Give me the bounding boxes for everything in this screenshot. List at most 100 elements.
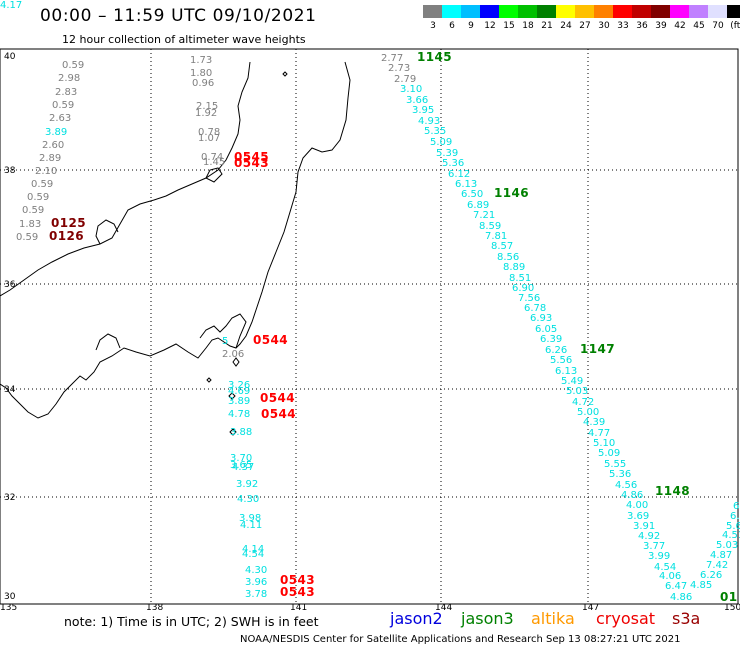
wave-height-value: 6.89 [467, 200, 490, 211]
wave-height-value: 3.77 [643, 541, 666, 552]
wave-height-value: 3.89 [45, 127, 68, 138]
lon-tick-135: 135 [0, 603, 18, 613]
wave-height-value: 4.86 [670, 592, 693, 603]
pass-time-label: 1146 [494, 186, 529, 200]
pass-time-label: 0543 [280, 573, 315, 587]
wave-height-value: 3.69 [627, 511, 650, 522]
scale-swatch [689, 5, 708, 18]
wave-height-value: 8.89 [503, 262, 526, 273]
wave-height-value: 2.15 [196, 101, 219, 112]
wave-height-value: 4.69 [228, 386, 251, 397]
scale-label: 30 [598, 21, 610, 31]
coastline-sagami-bay [199, 313, 247, 349]
lon-tick-147: 147 [582, 603, 600, 613]
pass-time-label: 0543 [280, 585, 315, 599]
wave-height-value: 6.12 [448, 169, 471, 180]
pass-time-label: 0545 [234, 150, 269, 164]
satellite-legend-cryosat: cryosat [596, 609, 656, 628]
wave-height-value: 6.90 [512, 283, 535, 294]
map-frame [0, 48, 739, 605]
wave-height-value: 4.54 [654, 562, 677, 573]
wave-height-value: 4.11 [240, 520, 263, 531]
wave-height-value: 3.10 [400, 84, 423, 95]
wave-height-value: 5.09 [598, 448, 621, 459]
wave-height-value: 5.55 [604, 459, 627, 470]
scale-swatch [423, 5, 442, 18]
wave-height-value: 2.89 [39, 153, 62, 164]
wave-height-value: 4.30 [237, 494, 260, 505]
pass-time-label: 1145 [417, 50, 452, 64]
wave-height-value: 3.96 [245, 577, 268, 588]
wave-height-value: 0.59 [22, 205, 45, 216]
wave-height-value: 7.21 [473, 210, 496, 221]
island-tiny-2 [206, 377, 212, 383]
scale-label: 12 [484, 21, 496, 31]
pass-time-label: 0126 [49, 229, 84, 243]
scale-swatch [651, 5, 670, 18]
wave-height-value: 6. [733, 501, 740, 512]
lon-tick-150: 150 [724, 603, 740, 613]
scale-swatch [594, 5, 613, 18]
credit-line: NOAA/NESDIS Center for Satellite Applica… [240, 634, 681, 645]
wave-height-value: 5.03 [716, 540, 739, 551]
scale-swatch [499, 5, 518, 18]
scale-swatch [727, 5, 740, 18]
wave-height-value: 8.57 [491, 241, 514, 252]
wave-height-value: 0.96 [192, 78, 215, 89]
coastline-honshu [0, 61, 351, 419]
wave-height-value: 5.39 [436, 148, 459, 159]
wave-height-value: 4.39 [583, 417, 606, 428]
wave-height-value: 4.78 [228, 409, 251, 420]
wave-height-value: 4.37 [232, 462, 255, 473]
satellite-legend-altika: altika [531, 609, 575, 628]
scale-label: 9 [468, 21, 474, 31]
scale-label: 3 [430, 21, 436, 31]
wave-height-value: 3.70 [230, 453, 253, 464]
wave-height-value: 4.85 [690, 580, 713, 591]
wave-height-value: 0.59 [27, 192, 50, 203]
scale-swatch [461, 5, 480, 18]
coastline-japan-sea [0, 61, 251, 297]
wave-height-value: 1.73 [190, 55, 213, 66]
scale-swatch [442, 5, 461, 18]
scale-swatch [632, 5, 651, 18]
wave-height-value: 2.79 [394, 74, 417, 85]
lon-tick-138: 138 [146, 603, 164, 613]
wave-height-value: 5.36 [442, 158, 465, 169]
pass-time-label: 0543 [234, 156, 269, 170]
island-sado [205, 167, 223, 183]
wave-height-value: 3.78 [245, 589, 268, 600]
wave-height-value: 5.09 [430, 137, 453, 148]
scale-label: 15 [503, 21, 515, 31]
island-oshima [232, 357, 240, 367]
wave-height-value: 2.10 [35, 166, 58, 177]
island-hachijo [229, 428, 237, 436]
satellite-legend-jason3: jason3 [461, 609, 514, 628]
pass-time-label: 0125 [51, 216, 86, 230]
lat-tick-38: 38 [4, 166, 16, 176]
map-subtitle: 12 hour collection of altimeter wave hei… [62, 33, 306, 46]
wave-height-value: 6.47 [665, 581, 688, 592]
wave-height-value: 2.83 [55, 87, 78, 98]
scale-label: 70 [712, 21, 724, 31]
wave-height-value: 2.98 [58, 73, 81, 84]
map-title: 00:00 – 11:59 UTC 09/10/2021 [40, 6, 317, 26]
scale-label: 45 [693, 21, 705, 31]
lat-tick-32: 32 [4, 493, 16, 503]
wave-height-value: 4.56 [615, 480, 638, 491]
wave-height-value: 3.65 [230, 460, 253, 471]
wave-height-value: 3.98 [239, 513, 262, 524]
scale-label: (ft) [730, 21, 740, 31]
wave-height-value: 0.59 [31, 179, 54, 190]
scale-label: 6 [449, 21, 455, 31]
scale-swatch [613, 5, 632, 18]
wave-height-value: 5.00 [577, 407, 600, 418]
wave-height-value: 6.39 [540, 334, 563, 345]
wave-height-value: 3.91 [633, 521, 656, 532]
scale-label: 33 [617, 21, 629, 31]
satellite-legend-jason2: jason2 [390, 609, 443, 628]
wave-height-value: 4.92 [638, 531, 661, 542]
wave-height-value: 2.60 [42, 140, 65, 151]
scale-swatch [480, 5, 499, 18]
